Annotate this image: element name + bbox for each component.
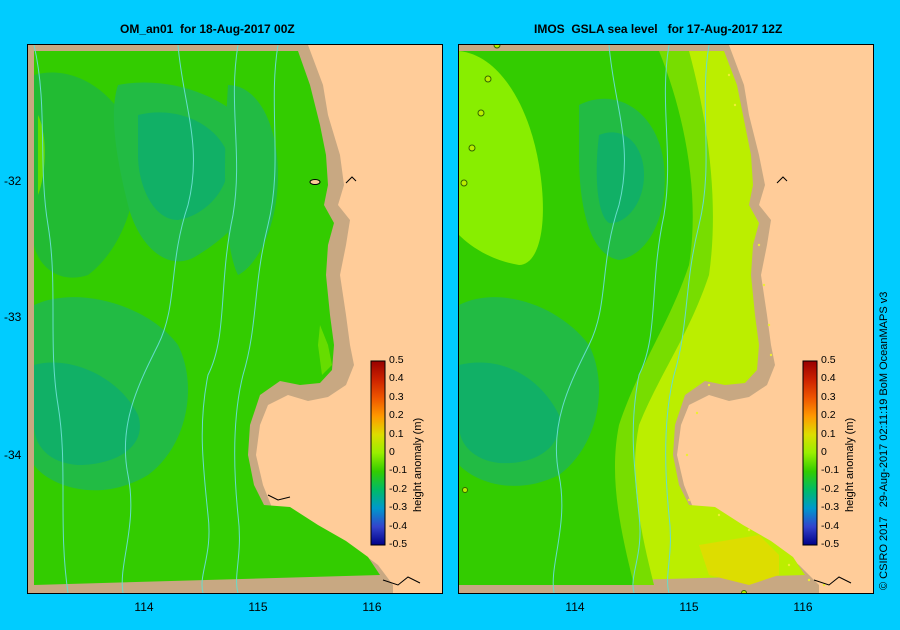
colorbar-tick-label: -0.5 (389, 538, 408, 550)
colorbar-tick-label: -0.1 (821, 464, 840, 477)
colorbar-gradient (370, 360, 386, 546)
right-map-panel (458, 44, 874, 594)
colorbar-right: 0.5 0.4 0.3 0.2 0.1 0 -0.1 -0.2 -0.3 -0.4 -0.5 (802, 354, 839, 551)
x-tick-label: 115 (679, 600, 699, 614)
x-tick-label: 116 (793, 600, 813, 614)
right-map-title: IMOS GSLA sea level for 17-Aug-2017 12Z (534, 22, 783, 36)
colorbar-tick-label: 0.2 (821, 409, 836, 422)
colorbar-tick-label: 0.5 (389, 354, 404, 366)
colorbar-tick-label: 0.3 (389, 390, 404, 403)
colorbar-tick-label: 0.2 (389, 409, 404, 422)
colorbar-tick-label: 0.5 (821, 354, 836, 366)
colorbar-left: 0.5 0.4 0.3 0.2 0.1 0 -0.1 -0.2 -0.3 -0.4 -0.5 (370, 354, 407, 551)
colorbar-tick-label: 0.4 (389, 372, 404, 385)
colorbar-title: height anomaly (m) (412, 417, 424, 512)
colorbar-tick-label: 0.4 (821, 372, 836, 385)
left-map-panel (27, 44, 443, 594)
colorbar-tick-label: -0.3 (821, 501, 840, 514)
left-map-title: OM_an01 for 18-Aug-2017 00Z (120, 22, 295, 36)
colorbar-tick-label: 0 (821, 446, 827, 458)
colorbar-title: height anomaly (m) (844, 417, 856, 512)
colorbar-tick-label: 0.1 (389, 427, 404, 440)
colorbar-tick-label: -0.2 (389, 482, 408, 495)
colorbar-tick-label: 0.3 (821, 390, 836, 403)
y-tick-label: -34 (4, 448, 22, 462)
x-tick-label: 114 (565, 600, 585, 614)
y-tick-label: -33 (4, 310, 22, 324)
colorbar-tick-label: -0.4 (389, 519, 408, 532)
colorbar-tick-label: 0.1 (821, 427, 836, 440)
colorbar-gradient (802, 360, 818, 546)
colorbar-tick-label: -0.4 (821, 519, 840, 532)
colorbar-tick-label: -0.3 (389, 501, 408, 514)
colorbar-tick-label: -0.1 (389, 464, 408, 477)
x-tick-label: 115 (248, 600, 268, 614)
x-tick-label: 114 (134, 600, 154, 614)
colorbar-tick-label: -0.2 (821, 482, 840, 495)
credit-text: © CSIRO 2017 29-Aug-2017 02:11:19 BoM Oc… (878, 291, 890, 590)
x-tick-label: 116 (362, 600, 382, 614)
y-tick-label: -32 (4, 174, 22, 188)
colorbar-tick-label: -0.5 (821, 538, 840, 550)
colorbar-tick-label: 0 (389, 446, 395, 458)
